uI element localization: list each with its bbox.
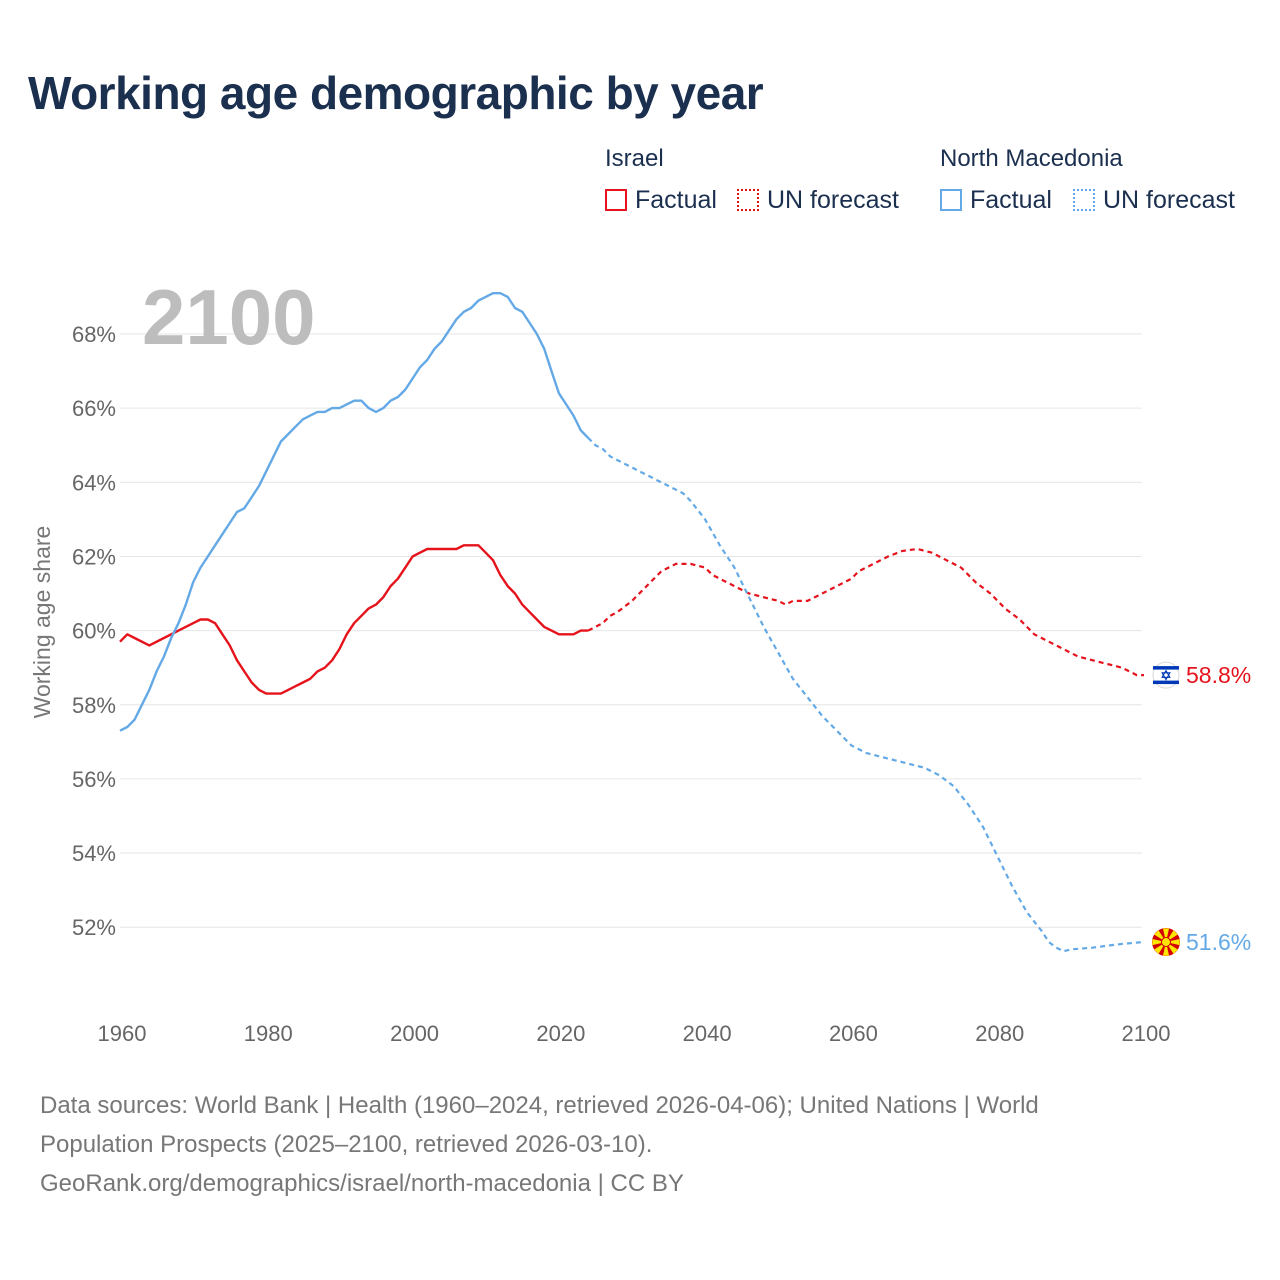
flag-sun: [1161, 937, 1171, 948]
legend-label: Factual: [970, 185, 1052, 214]
legend-swatch-israel-forecast: [737, 189, 759, 211]
y-tick-label-54: 54%: [72, 841, 116, 866]
grid: [120, 333, 1142, 928]
legend-swatch-israel-factual: [605, 189, 627, 211]
flag-stripe-top: [1153, 666, 1179, 670]
flag-ray: [1152, 938, 1166, 946]
y-axis-title: Working age share: [29, 526, 55, 719]
flag-background: [1152, 661, 1180, 689]
flag-star-up: [1161, 669, 1171, 678]
y-tick-label-56: 56%: [72, 767, 116, 792]
x-tick-label-2100: 2100: [1122, 1021, 1171, 1046]
series-israel-factual: [119, 544, 589, 695]
flag-ray: [1162, 928, 1170, 943]
x-tick-label-2040: 2040: [683, 1021, 732, 1046]
flag-ray: [1166, 938, 1180, 946]
x-tick-label-2060: 2060: [829, 1021, 878, 1046]
legend-israel-factual[interactable]: Factual: [605, 186, 717, 214]
series-north-macedonia-forecast: [587, 437, 1145, 953]
x-tick-label-1980: 1980: [244, 1021, 293, 1046]
y-tick-label-68: 68%: [72, 322, 116, 347]
legend-swatch-north-macedonia-factual: [940, 189, 962, 211]
legend-israel-forecast[interactable]: UN forecast: [737, 186, 899, 214]
y-tick-label-66: 66%: [72, 396, 116, 421]
end-labels: 58.8% 51.6%: [1152, 661, 1251, 957]
sources-line-1: Data sources: World Bank | Health (1960–…: [40, 1092, 1039, 1119]
sources-line-3[interactable]: GeoRank.org/demographics/israel/north-ma…: [40, 1170, 684, 1197]
chart-title: Working age demographic by year: [28, 67, 764, 119]
x-axis: 1960 1980 2000 2020 2040 2060 2080 2100: [98, 1021, 1171, 1046]
x-tick-label-2000: 2000: [390, 1021, 439, 1046]
legend-label: Factual: [635, 185, 717, 214]
israel-flag-icon: [1152, 661, 1180, 689]
series: [119, 292, 1145, 953]
line-chart: 2100 52% 54% 56% 58% 60% 62% 64% 66% 68% 1960 198…: [29, 273, 1251, 1046]
legend-label: UN forecast: [767, 185, 899, 214]
legend-label: UN forecast: [1103, 185, 1235, 214]
legend-group-israel: Israel: [605, 145, 664, 172]
flag-stripe-bottom: [1153, 680, 1179, 685]
x-tick-label-2080: 2080: [975, 1021, 1024, 1046]
flag-ray: [1162, 942, 1170, 956]
legend-swatch-north-macedonia-forecast: [1073, 189, 1095, 211]
legend-north-macedonia-forecast[interactable]: UN forecast: [1073, 186, 1235, 214]
x-tick-label-1960: 1960: [98, 1021, 147, 1046]
y-tick-label-64: 64%: [72, 470, 116, 495]
end-label-israel: 58.8%: [1186, 662, 1251, 688]
y-tick-label-52: 52%: [72, 915, 116, 940]
y-axis: 52% 54% 56% 58% 60% 62% 64% 66% 68%: [72, 322, 116, 940]
flag-star-down: [1161, 672, 1171, 681]
y-tick-label-62: 62%: [72, 544, 116, 569]
y-tick-label-58: 58%: [72, 693, 116, 718]
data-sources: Data sources: World Bank | Health (1960–…: [40, 1086, 1240, 1203]
north-macedonia-flag-icon: [1152, 928, 1180, 957]
x-tick-label-2020: 2020: [536, 1021, 585, 1046]
sources-line-2: Population Prospects (2025–2100, retriev…: [40, 1131, 653, 1158]
end-label-north-macedonia: 51.6%: [1186, 929, 1251, 955]
year-watermark: 2100: [142, 273, 316, 361]
legend-north-macedonia-factual[interactable]: Factual: [940, 186, 1052, 214]
series-israel-forecast: [587, 547, 1144, 677]
series-north-macedonia-factual: [119, 292, 589, 732]
y-tick-label-60: 60%: [72, 619, 116, 644]
legend-group-north-macedonia: North Macedonia: [940, 145, 1123, 172]
